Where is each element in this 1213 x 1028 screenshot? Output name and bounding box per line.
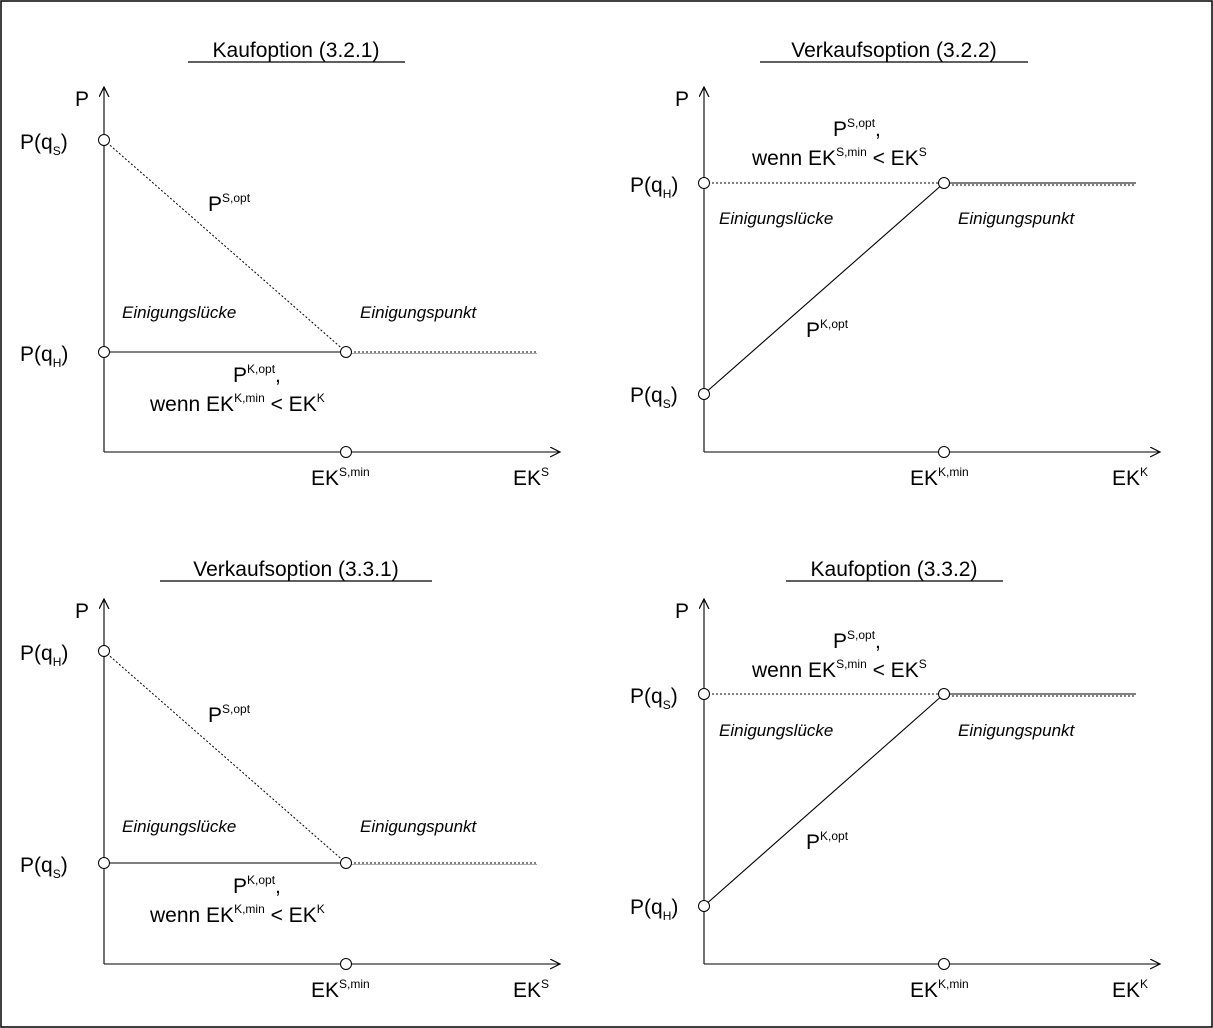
bottom-point-label: P(qH) [630,896,678,923]
bottom-point-marker [698,900,710,912]
horizontal-label: PK,opt, [233,873,281,898]
condition-label: wenn EKS,min < EKS [751,145,927,170]
x-axis-label: EKK [1112,977,1148,1002]
gap-label: Einigungslücke [122,817,236,836]
panel-kaufoption-3-3-2: Kaufoption (3.3.2) P EKK EKK,min P(qS) P… [630,558,1160,1002]
y-axis-label: P [75,600,89,623]
diagonal-dotted-line [103,650,347,864]
x-axis-label: EKS [513,465,549,490]
condition-label: wenn EKK,min < EKK [149,391,325,416]
x-point-label: EKK,min [910,465,969,490]
bottom-point-label: P(qH) [20,343,68,370]
top-point-marker [698,177,710,189]
agreement-label: Einigungspunkt [360,303,478,322]
horizontal-label: PS,opt, [833,116,881,141]
x-point-label: EKK,min [910,977,969,1002]
bottom-point-marker [698,388,710,400]
agreement-point-marker [938,177,950,189]
agreement-point-marker [340,857,352,869]
panel-title: Kaufoption (3.2.1) [213,39,380,62]
x-point-marker [938,446,950,458]
top-point-label: P(qS) [20,131,68,158]
agreement-label: Einigungspunkt [360,817,478,836]
diagonal-label: PS,opt [208,702,251,727]
x-point-marker [938,958,950,970]
x-axis-label: EKS [513,977,549,1002]
condition-label: wenn EKK,min < EKK [149,902,325,927]
gap-label: Einigungslücke [719,721,833,740]
top-point-label: P(qH) [630,174,678,201]
bottom-point-label: P(qS) [630,384,678,411]
diagonal-dotted-line [103,139,347,353]
x-point-marker [340,958,352,970]
gap-label: Einigungslücke [122,303,236,322]
panel-title: Kaufoption (3.3.2) [811,558,978,581]
panel-verkaufsoption-3-2-2: Verkaufsoption (3.2.2) P EKK EKK,min P(q… [630,39,1160,490]
y-axis-label: P [675,600,689,623]
bottom-point-marker [98,857,110,869]
x-axis-label: EKK [1112,465,1148,490]
top-point-marker [698,688,710,700]
horizontal-label: PK,opt, [233,362,281,387]
panel-title: Verkaufsoption (3.2.2) [791,39,996,62]
agreement-point-marker [340,346,352,358]
top-point-label: P(qS) [630,685,678,712]
top-point-label: P(qH) [20,642,68,669]
condition-label: wenn EKS,min < EKS [751,657,927,682]
agreement-label: Einigungspunkt [958,209,1076,228]
agreement-label: Einigungspunkt [958,721,1076,740]
diagonal-label: PS,opt [208,191,251,216]
bottom-point-label: P(qS) [20,854,68,881]
panel-kaufoption-3-2-1: Kaufoption (3.2.1) P EKS EKS,min P(qS) P… [20,39,560,490]
diagonal-solid-line [703,182,945,395]
bottom-point-marker [98,346,110,358]
agreement-point-marker [938,688,950,700]
diagonal-label: PK,opt [806,317,849,342]
x-point-label: EKS,min [311,977,370,1002]
y-axis-label: P [675,88,689,111]
diagonal-solid-line [703,693,945,907]
gap-label: Einigungslücke [719,209,833,228]
diagonal-label: PK,opt [806,829,849,854]
panel-title: Verkaufsoption (3.3.1) [193,558,398,581]
panel-verkaufsoption-3-3-1: Verkaufsoption (3.3.1) P EKS EKS,min P(q… [20,558,560,1002]
top-point-marker [98,645,110,657]
x-point-label: EKS,min [311,465,370,490]
y-axis-label: P [75,88,89,111]
x-point-marker [340,446,352,458]
horizontal-label: PS,opt, [833,628,881,653]
top-point-marker [98,134,110,146]
